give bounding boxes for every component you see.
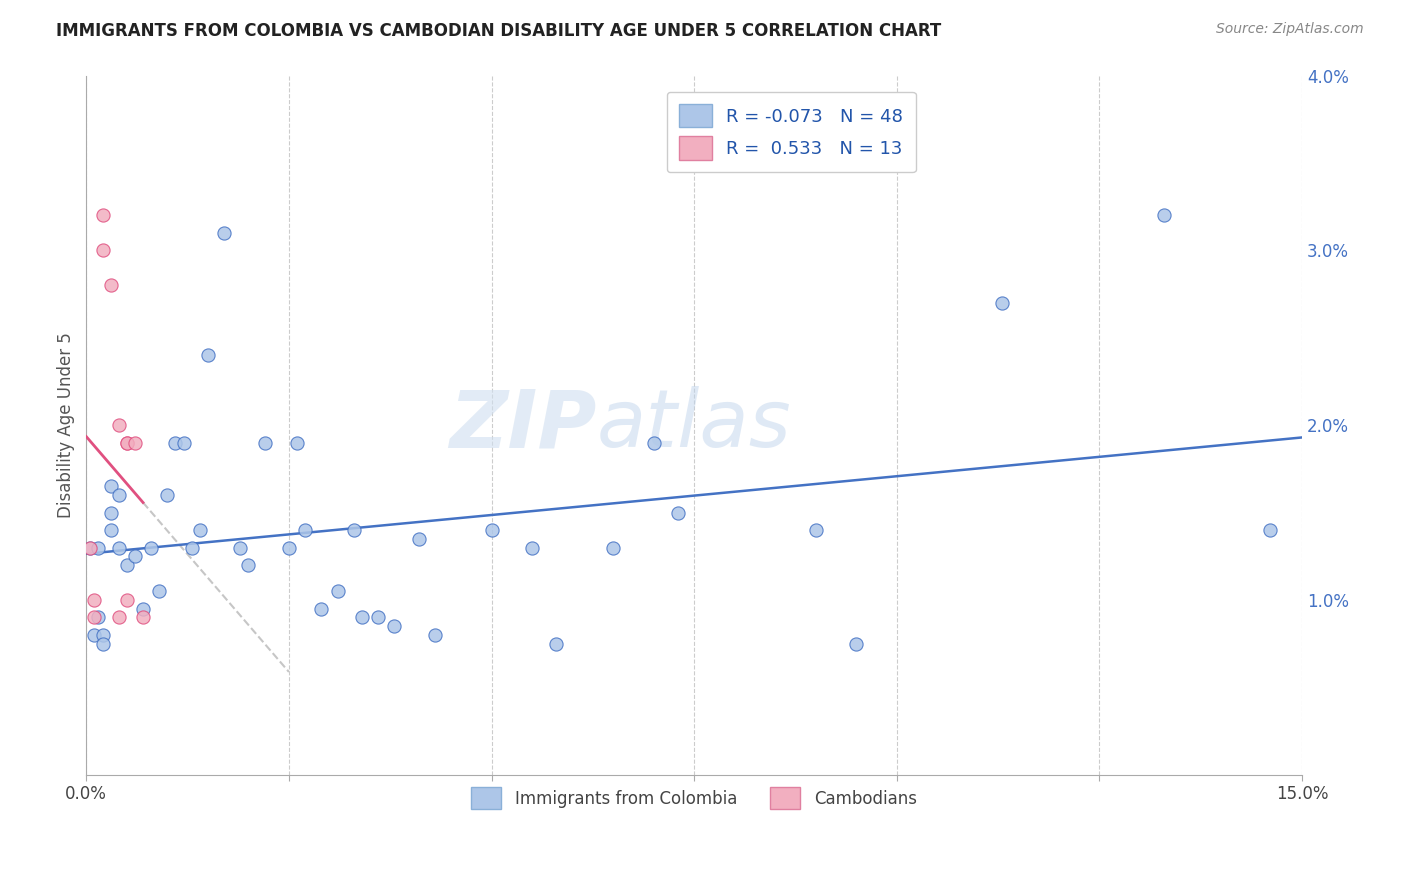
Point <box>423 628 446 642</box>
Point <box>100 506 122 520</box>
Point <box>83 628 105 642</box>
Point <box>311 601 333 615</box>
Point <box>115 435 138 450</box>
Point <box>229 541 252 555</box>
Point <box>115 593 138 607</box>
Point <box>180 541 202 555</box>
Point <box>408 532 430 546</box>
Point <box>188 523 211 537</box>
Point <box>148 584 170 599</box>
Point <box>367 610 389 624</box>
Point <box>285 435 308 450</box>
Point <box>100 278 122 293</box>
Point <box>107 541 129 555</box>
Point <box>546 637 568 651</box>
Point <box>520 541 543 555</box>
Point <box>100 523 122 537</box>
Point <box>107 488 129 502</box>
Point <box>212 226 235 240</box>
Point <box>804 523 827 537</box>
Point <box>87 610 110 624</box>
Point <box>91 628 114 642</box>
Point <box>845 637 868 651</box>
Point <box>132 610 155 624</box>
Point <box>124 435 146 450</box>
Text: atlas: atlas <box>598 386 792 464</box>
Point <box>132 601 155 615</box>
Point <box>602 541 624 555</box>
Point <box>666 506 689 520</box>
Point <box>124 549 146 564</box>
Point <box>1258 523 1281 537</box>
Point <box>115 558 138 572</box>
Point <box>350 610 373 624</box>
Point <box>238 558 260 572</box>
Point <box>277 541 299 555</box>
Text: ZIP: ZIP <box>450 386 598 464</box>
Point <box>382 619 405 633</box>
Point <box>91 244 114 258</box>
Point <box>87 541 110 555</box>
Legend: Immigrants from Colombia, Cambodians: Immigrants from Colombia, Cambodians <box>465 780 924 815</box>
Point <box>156 488 179 502</box>
Point <box>991 295 1014 310</box>
Point <box>643 435 665 450</box>
Point <box>115 435 138 450</box>
Point <box>79 541 101 555</box>
Point <box>79 541 101 555</box>
Point <box>83 593 105 607</box>
Point <box>1153 208 1175 222</box>
Point <box>107 418 129 433</box>
Point <box>343 523 366 537</box>
Point <box>326 584 349 599</box>
Point <box>173 435 195 450</box>
Y-axis label: Disability Age Under 5: Disability Age Under 5 <box>58 332 75 518</box>
Point <box>139 541 162 555</box>
Point <box>91 637 114 651</box>
Point <box>83 610 105 624</box>
Point <box>253 435 276 450</box>
Text: Source: ZipAtlas.com: Source: ZipAtlas.com <box>1216 22 1364 37</box>
Point <box>197 348 219 362</box>
Point <box>481 523 503 537</box>
Point <box>100 479 122 493</box>
Text: IMMIGRANTS FROM COLOMBIA VS CAMBODIAN DISABILITY AGE UNDER 5 CORRELATION CHART: IMMIGRANTS FROM COLOMBIA VS CAMBODIAN DI… <box>56 22 942 40</box>
Point <box>107 610 129 624</box>
Point <box>294 523 316 537</box>
Point <box>91 208 114 222</box>
Point <box>165 435 187 450</box>
